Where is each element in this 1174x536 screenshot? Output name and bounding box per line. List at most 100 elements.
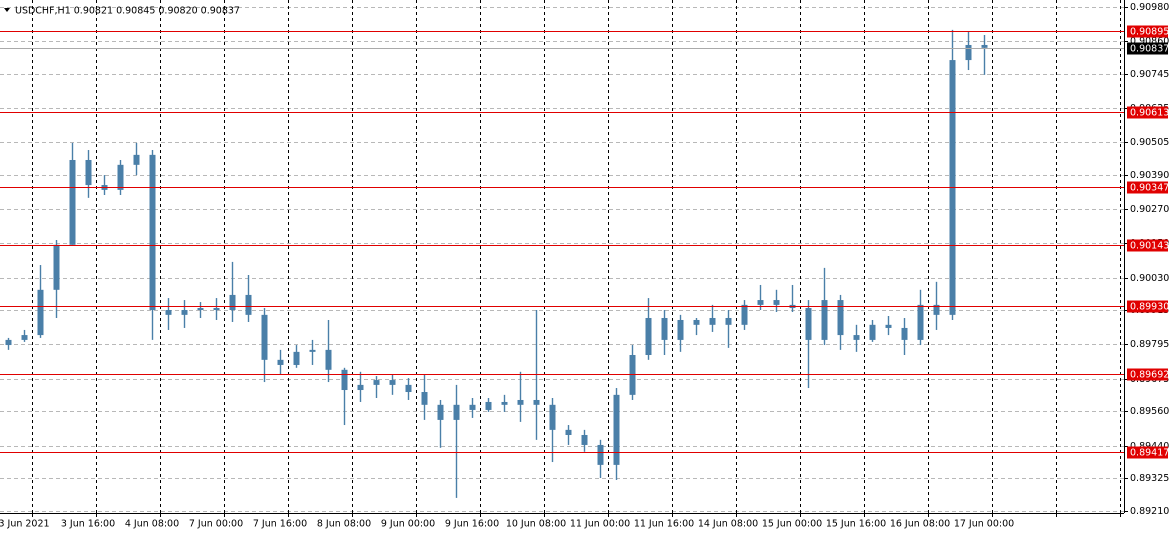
- y-tick-label: 0.89795: [1130, 339, 1169, 350]
- candle-body: [261, 314, 268, 360]
- candle-body: [133, 154, 140, 165]
- overlay: 0.90895 0.90613 0.90347 0.90143 0.89930 0.896…: [0, 25, 1169, 459]
- candle-body: [485, 401, 492, 410]
- candle-body: [85, 159, 92, 186]
- candle-body: [517, 399, 524, 405]
- candle-body: [965, 44, 972, 61]
- x-tick-label: 15 Jun 00:00: [762, 519, 822, 530]
- level-label: 0.90895: [1130, 27, 1169, 38]
- candle-body: [373, 380, 380, 385]
- x-tick-label: 10 Jun 08:00: [506, 519, 566, 530]
- candle-body: [533, 399, 540, 405]
- candle-body: [469, 404, 476, 410]
- candle-body: [821, 300, 828, 340]
- current-price-label: 0.90837: [1130, 44, 1169, 55]
- candle-body: [741, 304, 748, 325]
- candle-body: [149, 154, 156, 311]
- candle-body: [565, 429, 572, 435]
- candle-body: [213, 308, 220, 311]
- level-label: 0.89417: [1130, 448, 1169, 459]
- candle-body: [293, 351, 300, 365]
- candle-body: [917, 304, 924, 340]
- candle-body: [245, 294, 252, 315]
- y-tick-label: 0.90745: [1130, 69, 1169, 80]
- candle-body: [581, 434, 588, 445]
- x-tick-label: 14 Jun 08:00: [698, 519, 758, 530]
- candle-body: [181, 310, 188, 315]
- level-label: 0.90613: [1130, 108, 1169, 119]
- level-label-box: [1127, 300, 1168, 313]
- x-tick-label: 7 Jun 16:00: [253, 519, 307, 530]
- candle-body: [341, 369, 348, 391]
- y-tick-label: 0.90980: [1130, 2, 1169, 13]
- candle-body: [885, 324, 892, 328]
- x-tick-label: 7 Jun 00:00: [189, 519, 243, 530]
- y-tick-label: 0.89560: [1130, 406, 1169, 417]
- candle-body: [837, 300, 844, 336]
- candle-body: [277, 359, 284, 365]
- candle-body: [709, 317, 716, 325]
- x-tick-label: 3 Jun 16:00: [61, 519, 115, 530]
- candle-body: [325, 349, 332, 370]
- candle-body: [437, 404, 444, 420]
- candle-body: [53, 244, 60, 290]
- x-tick-label: 11 Jun 00:00: [570, 519, 630, 530]
- level-label-box: [1127, 368, 1168, 381]
- candle-body: [805, 308, 812, 340]
- level-label-box: [1127, 181, 1168, 194]
- level-label-box: [1127, 106, 1168, 119]
- current-price-box: [1127, 42, 1168, 55]
- candle-body: [165, 310, 172, 315]
- y-tick-label: 0.90505: [1130, 137, 1169, 148]
- candle-body: [645, 317, 652, 356]
- candle-body: [389, 380, 396, 385]
- x-tick-label: 9 Jun 00:00: [381, 519, 435, 530]
- y-tick-label: 0.90390: [1130, 170, 1169, 181]
- candle-body: [597, 444, 604, 465]
- candle-body: [725, 317, 732, 325]
- y-tick-label: 0.90030: [1130, 273, 1169, 284]
- x-tick-label: 11 Jun 16:00: [634, 519, 694, 530]
- candle-body: [693, 319, 700, 325]
- candle-body: [677, 319, 684, 340]
- candle-body: [357, 384, 364, 391]
- candle-body: [981, 44, 988, 48]
- candle-body: [869, 324, 876, 340]
- level-label: 0.90143: [1130, 241, 1169, 252]
- candle-body: [117, 164, 124, 190]
- x-tick-label: 16 Jun 08:00: [890, 519, 950, 530]
- candle-body: [853, 335, 860, 340]
- candle-body: [37, 289, 44, 336]
- level-label: 0.89930: [1130, 302, 1169, 313]
- level-label: 0.89692: [1130, 370, 1169, 381]
- candle-body: [613, 394, 620, 465]
- candle-body: [69, 159, 76, 245]
- chart-title: USDCHF,H1 0.90821 0.90845 0.90820 0.9083…: [15, 6, 240, 17]
- candle-body: [549, 404, 556, 430]
- candle-body: [421, 392, 428, 405]
- x-tick-label: 3 Jun 2021: [0, 519, 50, 530]
- x-tick-label: 9 Jun 16:00: [445, 519, 499, 530]
- y-tick-label: 0.90860: [1130, 36, 1169, 47]
- level-label-box: [1127, 239, 1168, 252]
- menu-arrow[interactable]: [4, 8, 10, 12]
- candle-body: [309, 349, 316, 352]
- x-tick-label: 17 Jun 00:00: [954, 519, 1014, 530]
- level-label-box: [1127, 25, 1168, 38]
- x-tick-label: 15 Jun 16:00: [826, 519, 886, 530]
- candle-body: [757, 300, 764, 305]
- y-tick-label: 0.89325: [1130, 473, 1169, 484]
- candle-body: [661, 317, 668, 340]
- candle-body: [453, 404, 460, 420]
- y-tick-label: 0.89210: [1130, 506, 1169, 517]
- candle-body: [229, 294, 236, 311]
- level-label-box: [1127, 446, 1168, 459]
- candle-body: [773, 300, 780, 305]
- candle-body: [501, 401, 508, 405]
- candle-body: [197, 308, 204, 311]
- level-label: 0.90347: [1130, 183, 1169, 194]
- x-tick-label: 4 Jun 08:00: [125, 519, 179, 530]
